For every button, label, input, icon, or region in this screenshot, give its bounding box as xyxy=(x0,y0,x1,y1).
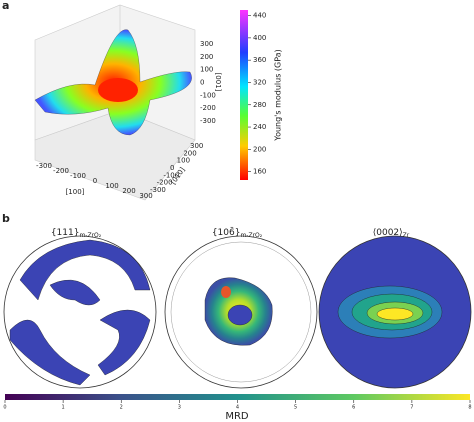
colorbar-tick-label: 160 xyxy=(253,168,266,176)
colorbar-tick-label: 400 xyxy=(253,34,266,42)
colorbar-tick-label: 2 xyxy=(120,405,123,411)
x-axis-tick-label: 100 xyxy=(105,182,118,190)
colorbar xyxy=(240,10,248,180)
x-axis-tick-label: -100 xyxy=(70,172,86,180)
colorbar-tick-label: 7 xyxy=(410,405,413,411)
colorbar xyxy=(5,394,470,400)
y-axis-tick-label: -100 xyxy=(163,171,179,179)
colorbar-tick-label: 4 xyxy=(236,405,239,411)
z-axis-tick-label: 0 xyxy=(200,79,204,87)
title-sub: Zr xyxy=(403,232,410,239)
title-main: ⟨0002⟩ xyxy=(373,228,403,238)
colorbar-label: MRD xyxy=(225,411,249,422)
title-main: {111} xyxy=(51,228,80,238)
x-axis-tick-label: 200 xyxy=(122,187,135,195)
y-axis-tick-label: -200 xyxy=(157,179,173,187)
colorbar-tick-label: 5 xyxy=(294,405,297,411)
x-axis-tick-label: 0 xyxy=(93,177,97,185)
z-axis-tick-label: 200 xyxy=(200,53,213,61)
pole-figure-title: {106̄}m-ZrO₂ xyxy=(212,226,263,239)
colorbar-tick-label: 440 xyxy=(253,12,266,20)
y-axis-tick-label: 100 xyxy=(177,157,190,165)
title-main: {106̄} xyxy=(212,226,241,238)
colorbar-tick-label: 1 xyxy=(62,405,65,411)
pole-figure-title: {111}m-ZrO₂ xyxy=(51,228,102,239)
colorbar-tick-label: 240 xyxy=(253,123,266,131)
colorbar-tick-label: 360 xyxy=(253,56,266,64)
colorbar-tick-label: 3 xyxy=(178,405,181,411)
pole-figure xyxy=(164,235,318,389)
x-axis-label: [100] xyxy=(66,188,85,196)
colorbar-label: Young's modulus (GPa) xyxy=(274,49,283,142)
pole-figure xyxy=(318,235,472,389)
panel-label: b xyxy=(2,212,10,225)
y-axis-tick-label: -300 xyxy=(150,186,166,194)
y-axis-tick-label: 200 xyxy=(183,149,196,157)
colorbar-tick-label: 320 xyxy=(253,78,266,86)
panel-label: a xyxy=(2,0,9,12)
title-sub: m-ZrO₂ xyxy=(240,232,262,239)
title-sub: m-ZrO₂ xyxy=(79,232,101,239)
z-axis-tick-label: -100 xyxy=(200,91,216,99)
colorbar-tick-label: 8 xyxy=(468,405,471,411)
colorbar-tick-label: 280 xyxy=(253,101,266,109)
x-axis-tick-label: -200 xyxy=(53,167,69,175)
x-axis-tick-label: -300 xyxy=(36,162,52,170)
z-axis-tick-label: 300 xyxy=(200,40,213,48)
colorbar-tick-label: 6 xyxy=(352,405,355,411)
x-axis-tick-label: 300 xyxy=(139,192,152,200)
z-axis-tick-label: 100 xyxy=(200,66,213,74)
y-axis-tick-label: 0 xyxy=(170,164,174,172)
z-axis-label: [001] xyxy=(214,73,222,92)
y-axis-tick-label: 300 xyxy=(190,142,203,150)
pole-figure xyxy=(3,235,157,389)
pole-figure-title: ⟨0002⟩Zr xyxy=(373,228,410,239)
colorbar-tick-label: 0 xyxy=(3,405,6,411)
z-axis-tick-label: -300 xyxy=(200,117,216,125)
z-axis-tick-label: -200 xyxy=(200,104,216,112)
surface xyxy=(34,29,192,136)
colorbar-tick-label: 200 xyxy=(253,145,266,153)
